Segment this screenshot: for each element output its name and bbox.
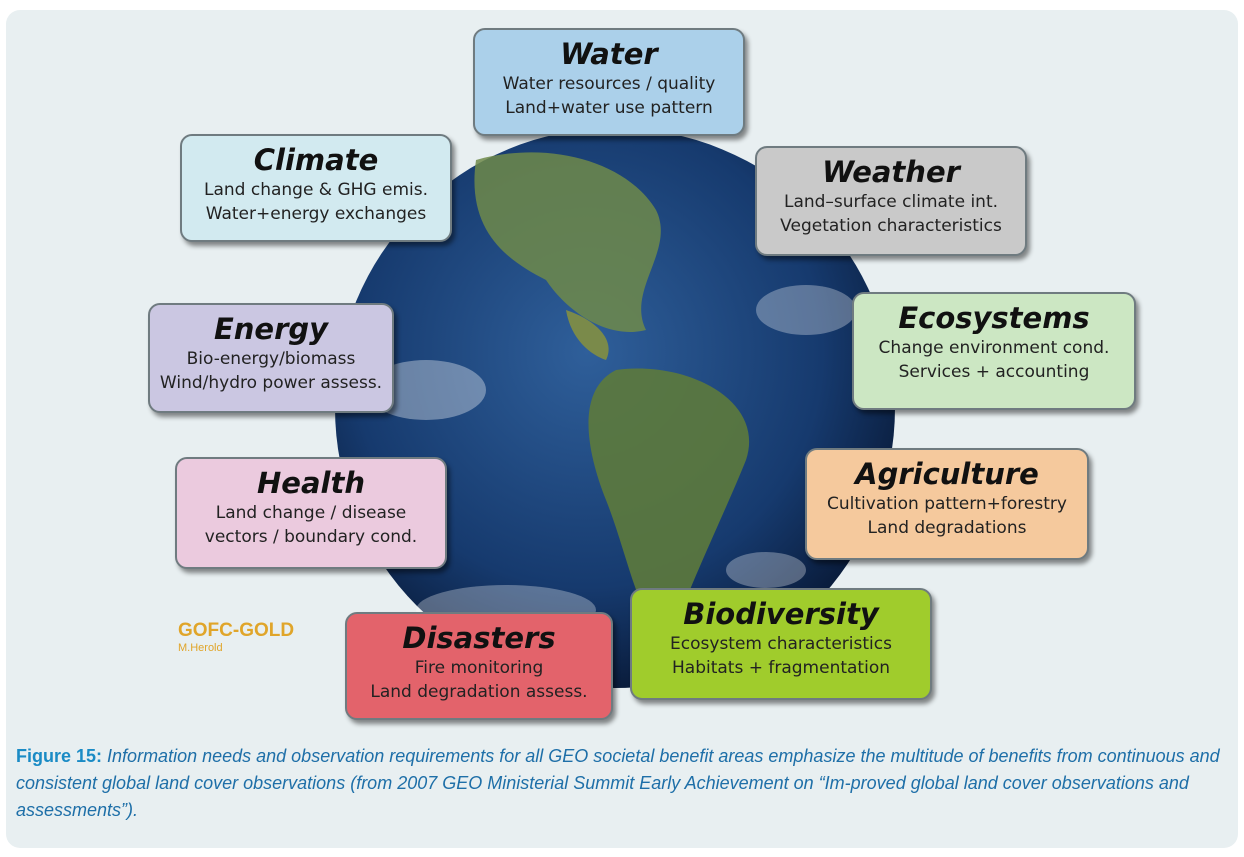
globe	[335, 128, 895, 688]
box-title: Biodiversity	[683, 597, 879, 631]
box-title: Climate	[253, 143, 379, 177]
box-line: Vegetation characteristics	[780, 216, 1002, 236]
logo-author: M.Herold	[178, 642, 223, 654]
caption-label: Figure 15:	[16, 746, 103, 766]
box-title: Disasters	[402, 621, 556, 655]
benefit-box: Water Water resources / quality Land+water…	[473, 28, 745, 136]
caption: Figure 15: Information needs and observa…	[16, 743, 1231, 824]
caption-text: Information needs and observation requir…	[16, 746, 1220, 820]
box-line: Ecosystem characteristics	[670, 634, 892, 654]
benefit-box: Biodiversity Ecosystem characteristics Hab…	[630, 588, 932, 700]
box-line: Fire monitoring	[414, 658, 544, 678]
benefit-box: Ecosystems Change environment cond. Servic…	[852, 292, 1136, 410]
benefit-box: Energy Bio-energy/biomass Wind/hydro power…	[148, 303, 394, 413]
box-line: Change environment cond.	[878, 338, 1110, 358]
logo-title: GOFC-GOLD	[178, 620, 295, 641]
benefit-box: Climate Land change & GHG emis. Water+ener…	[180, 134, 452, 242]
benefit-box: Weather Land–surface climate int. Vegetati…	[755, 146, 1027, 256]
logo: GOFC-GOLD M.Herold	[178, 620, 294, 654]
box-line: Cultivation pattern+forestry	[827, 494, 1067, 514]
box-line: Land+water use pattern	[505, 98, 713, 118]
figure-panel: Water Water resources / quality Land+water…	[6, 10, 1238, 848]
benefit-box: Disasters Fire monitoring Land degradation…	[345, 612, 613, 720]
box-line: Land change & GHG emis.	[203, 180, 429, 200]
box-title: Agriculture	[855, 457, 1039, 491]
box-line: Water+energy exchanges	[205, 204, 427, 224]
box-line: vectors / boundary cond.	[204, 527, 418, 547]
box-line: Land degradation assess.	[370, 682, 588, 702]
box-title: Health	[257, 466, 365, 500]
box-title: Water	[560, 37, 658, 71]
box-line: Water resources / quality	[502, 74, 716, 94]
box-line: Land–surface climate int.	[783, 192, 999, 212]
box-line: Land change / disease	[215, 503, 407, 523]
benefit-box: Agriculture Cultivation pattern+forestry L…	[805, 448, 1089, 560]
benefit-box: Health Land change / disease vectors / bou…	[175, 457, 447, 569]
box-line: Services + accounting	[898, 362, 1090, 382]
box-line: Habitats + fragmentation	[672, 658, 890, 678]
box-title: Energy	[213, 312, 329, 346]
box-line: Land degradations	[867, 518, 1027, 538]
box-title: Ecosystems	[898, 301, 1090, 335]
box-line: Wind/hydro power assess.	[159, 373, 383, 393]
box-line: Bio-energy/biomass	[186, 349, 356, 369]
box-title: Weather	[822, 155, 960, 189]
